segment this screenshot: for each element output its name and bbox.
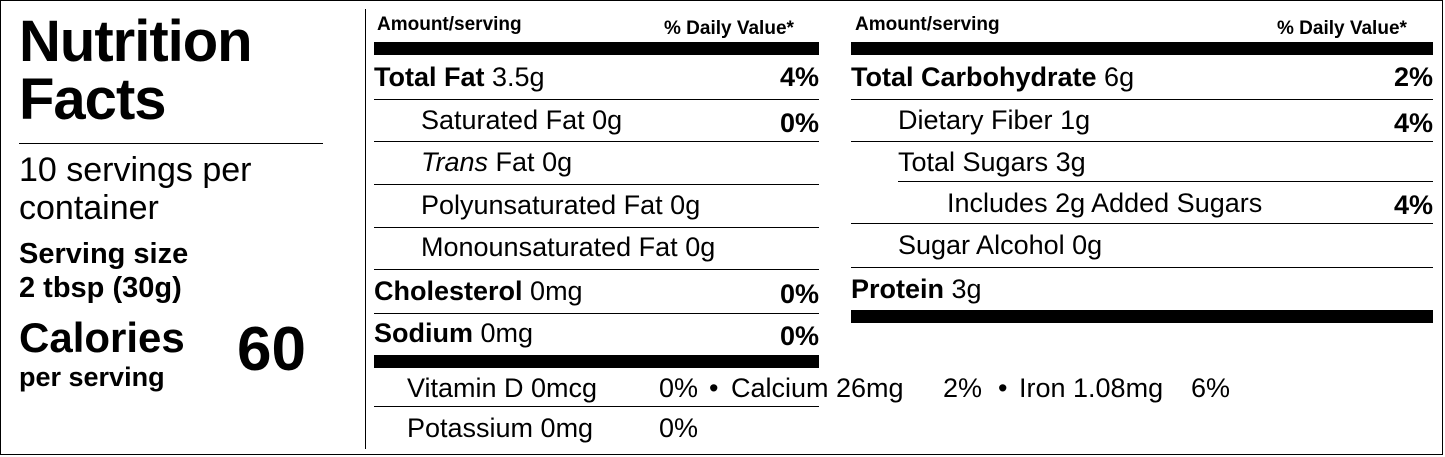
calories-per-serving: per serving	[19, 362, 165, 392]
row-cholesterol: Cholesterol 0mg	[374, 276, 583, 306]
title-line-1: Nutrition	[19, 9, 253, 74]
dv-sodium: 0%	[779, 321, 819, 351]
divider	[374, 406, 819, 407]
divider	[851, 141, 1433, 142]
servings-line-1: 10 servings per	[19, 151, 252, 189]
calories-label: Calories	[19, 314, 185, 361]
divider	[851, 223, 1433, 224]
calcium: Calcium 26mg	[731, 373, 904, 403]
row-monounsaturated-fat: Monounsaturated Fat 0g	[421, 232, 716, 262]
divider	[851, 267, 1433, 268]
divider	[374, 141, 819, 142]
bullet: •	[998, 373, 1008, 403]
divider	[374, 99, 819, 100]
sodium-bottom-bar	[374, 355, 819, 368]
dv-saturated-fat: 0%	[779, 108, 819, 138]
dv-dietary-fiber: 4%	[1393, 108, 1433, 138]
dv-total-carbohydrate: 2%	[1393, 62, 1433, 92]
iron-dv: 6%	[1191, 373, 1231, 403]
row-total-fat: Total Fat 3.5g	[374, 62, 545, 92]
calcium-dv: 2%	[943, 373, 983, 403]
dv-added-sugars: 4%	[1393, 190, 1433, 220]
row-total-carbohydrate: Total Carbohydrate 6g	[851, 62, 1135, 92]
potassium-dv: 0%	[659, 413, 699, 443]
serving-size-label: Serving size	[19, 238, 189, 270]
serving-size-value: 2 tbsp (30g)	[19, 272, 182, 304]
row-sodium: Sodium 0mg	[374, 318, 534, 348]
divider	[374, 184, 819, 185]
amount-serving-header-left: Amount/serving	[377, 14, 522, 35]
dv-total-fat: 4%	[779, 62, 819, 92]
row-polyunsaturated-fat: Polyunsaturated Fat 0g	[421, 190, 701, 220]
servings-per-container: 10 servings per container	[19, 151, 251, 227]
row-total-sugars: Total Sugars 3g	[898, 147, 1086, 177]
vitamin-d-dv: 0%	[659, 373, 699, 403]
title-line-2: Facts	[19, 67, 167, 132]
calories-value: 60	[237, 315, 306, 384]
column-divider	[365, 9, 366, 449]
header-bar-left	[374, 42, 819, 55]
row-sugar-alcohol: Sugar Alcohol 0g	[898, 230, 1103, 260]
potassium: Potassium 0mg	[407, 413, 594, 443]
row-added-sugars: Includes 2g Added Sugars	[947, 188, 1263, 218]
protein-bottom-bar	[851, 310, 1433, 323]
divider	[374, 313, 819, 314]
vitamin-d: Vitamin D 0mcg	[407, 373, 598, 403]
divider	[374, 269, 819, 270]
row-saturated-fat: Saturated Fat 0g	[421, 105, 623, 135]
row-protein: Protein 3g	[851, 274, 982, 304]
nutrition-facts-title: Nutrition Facts	[19, 9, 253, 132]
daily-value-header-right: % Daily Value*	[1277, 18, 1407, 39]
bullet: •	[709, 373, 719, 403]
header-bar-right	[851, 42, 1433, 55]
row-trans-fat: Trans Fat 0g	[421, 147, 573, 177]
divider	[898, 181, 1433, 182]
serving-size: Serving size 2 tbsp (30g)	[19, 237, 188, 305]
daily-value-header-left: % Daily Value*	[664, 18, 794, 39]
title-divider	[19, 143, 323, 144]
amount-serving-header-right: Amount/serving	[855, 14, 1000, 35]
divider	[851, 99, 1433, 100]
iron: Iron 1.08mg	[1019, 373, 1164, 403]
servings-line-2: container	[19, 189, 159, 227]
row-dietary-fiber: Dietary Fiber 1g	[898, 105, 1091, 135]
dv-cholesterol: 0%	[779, 279, 819, 309]
divider	[374, 227, 819, 228]
